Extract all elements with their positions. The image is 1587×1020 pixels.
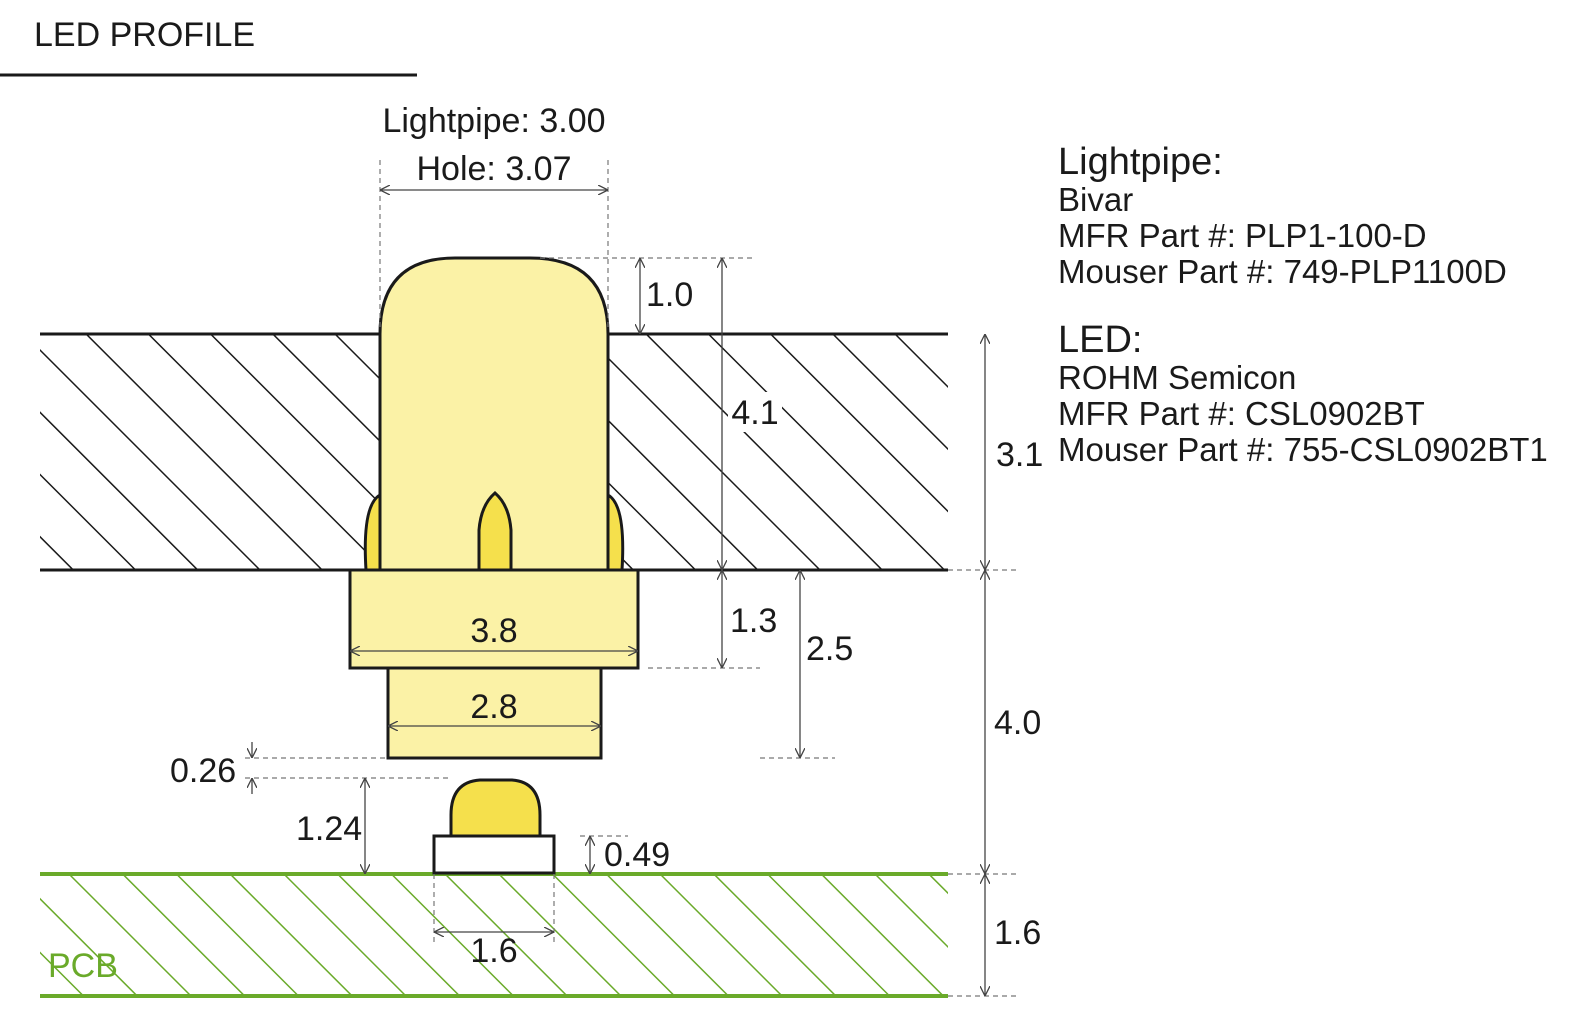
led-vendor: ROHM Semicon [1058,359,1297,396]
lightpipe-mouser-part: Mouser Part #: 749-PLP1100D [1058,253,1507,290]
lightpipe-core [477,491,513,572]
pipe-height-label-bg [728,392,782,432]
part-info: Lightpipe: Bivar MFR Part #: PLP1-100-D … [1058,142,1548,468]
dim-flange-height: 1.3 [730,602,777,640]
led-mouser-part: Mouser Part #: 755-CSL0902BT1 [1058,431,1548,468]
dim-led-base-height: 0.49 [604,836,670,874]
lightpipe-heading: Lightpipe: [1058,141,1223,183]
lightpipe [348,256,640,760]
dim-base-width: 2.8 [470,688,517,726]
led-heading: LED: [1058,319,1143,361]
page-title: LED PROFILE [34,16,255,54]
dim-panel-thickness: 3.1 [996,436,1043,474]
led-base [432,834,556,875]
dim-hole-diameter: Hole: 3.07 [417,150,572,188]
dim-flange-width: 3.8 [470,612,517,650]
dim-led-height: 1.24 [296,810,362,848]
hole-label-bg [412,152,578,186]
led-dome [449,778,542,840]
dim-led-width: 1.6 [470,932,517,970]
led [432,778,556,875]
dim-air-gap: 0.26 [170,752,236,790]
dimension-lines [252,190,985,996]
pcb-label: PCB [48,947,118,985]
dim-pipe-height: 4.1 [731,394,778,432]
lightpipe-base [386,666,603,760]
dim-base-to-bottom: 2.5 [806,630,853,668]
led-mfr-part: MFR Part #: CSL0902BT [1058,395,1425,432]
dim-standoff: 4.0 [994,704,1041,742]
dim-protrusion: 1.0 [646,276,693,314]
lightpipe-vendor: Bivar [1058,181,1134,218]
dim-lightpipe-diameter: Lightpipe: 3.00 [382,102,605,140]
lightpipe-mfr-part: MFR Part #: PLP1-100-D [1058,217,1427,254]
dim-pcb-thickness: 1.6 [994,914,1041,952]
